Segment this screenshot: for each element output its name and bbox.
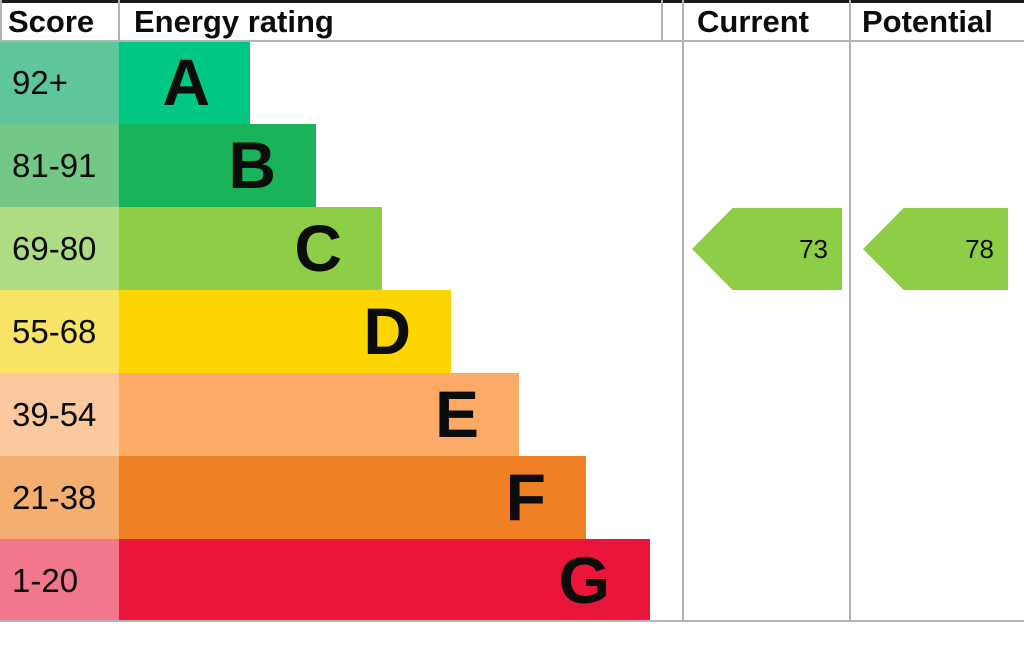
score-range-d: 55-68: [0, 290, 119, 373]
top-rule: [0, 0, 1024, 3]
band-row-g: 1-20 G: [0, 539, 1024, 622]
band-row-d: 55-68 D: [0, 290, 1024, 373]
score-range-g: 1-20: [0, 539, 119, 622]
energy-rating-column-header: Energy rating: [134, 4, 334, 39]
header-left-border: [0, 0, 2, 42]
energy-rating-column-divider: [661, 0, 663, 42]
current-column-left-border: [682, 0, 684, 622]
current-column-header: Current: [697, 4, 809, 39]
band-bar-a: A: [119, 41, 250, 124]
current-potential-divider: [849, 0, 851, 622]
score-range-f: 21-38: [0, 456, 119, 539]
score-column-header: Score: [8, 4, 95, 39]
band-bar-f: F: [119, 456, 586, 539]
potential-column-header: Potential: [862, 4, 993, 39]
band-row-f: 21-38 F: [0, 456, 1024, 539]
band-bar-d: D: [119, 290, 451, 373]
header-bottom-rule: [0, 40, 1024, 42]
band-bar-b: B: [119, 124, 316, 207]
chart-bottom-rule: [0, 620, 1024, 622]
band-row-c: 69-80 C: [0, 207, 1024, 290]
score-range-a: 92+: [0, 41, 119, 124]
band-row-e: 39-54 E: [0, 373, 1024, 456]
score-range-b: 81-91: [0, 124, 119, 207]
band-row-b: 81-91 B: [0, 124, 1024, 207]
score-column-divider: [118, 0, 120, 42]
band-bar-c: C: [119, 207, 382, 290]
score-range-c: 69-80: [0, 207, 119, 290]
band-bar-e: E: [119, 373, 519, 456]
band-bar-g: G: [119, 539, 650, 622]
score-range-e: 39-54: [0, 373, 119, 456]
band-row-a: 92+ A: [0, 41, 1024, 124]
